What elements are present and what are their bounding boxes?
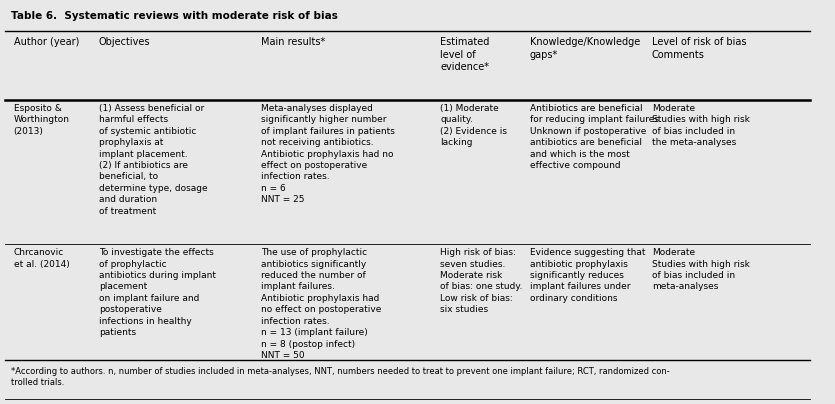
- Text: Moderate
Studies with high risk
of bias included in
meta-analyses: Moderate Studies with high risk of bias …: [651, 248, 750, 292]
- Text: Moderate
Studies with high risk
of bias included in
the meta-analyses: Moderate Studies with high risk of bias …: [651, 104, 750, 147]
- Text: Level of risk of bias
Comments: Level of risk of bias Comments: [651, 38, 746, 60]
- Text: Evidence suggesting that
antibiotic prophylaxis
significantly reduces
implant fa: Evidence suggesting that antibiotic prop…: [529, 248, 645, 303]
- Text: (1) Moderate
quality.
(2) Evidence is
lacking: (1) Moderate quality. (2) Evidence is la…: [440, 104, 508, 147]
- Text: High risk of bias:
seven studies.
Moderate risk
of bias: one study.
Low risk of : High risk of bias: seven studies. Modera…: [440, 248, 523, 314]
- Text: Meta-analyses displayed
significantly higher number
of implant failures in patie: Meta-analyses displayed significantly hi…: [261, 104, 395, 204]
- Text: Chrcanovic
et al. (2014): Chrcanovic et al. (2014): [13, 248, 69, 269]
- Text: Estimated
level of
evidence*: Estimated level of evidence*: [440, 38, 489, 72]
- Text: Esposito &
Worthington
(2013): Esposito & Worthington (2013): [13, 104, 69, 136]
- Text: Antibiotics are beneficial
for reducing implant failures.
Unknown if postoperati: Antibiotics are beneficial for reducing …: [529, 104, 661, 170]
- Text: *According to authors. n, number of studies included in meta-analyses, NNT, numb: *According to authors. n, number of stud…: [11, 366, 670, 387]
- Text: Author (year): Author (year): [13, 38, 79, 48]
- Text: Table 6.  Systematic reviews with moderate risk of bias: Table 6. Systematic reviews with moderat…: [11, 11, 338, 21]
- Text: Objectives: Objectives: [99, 38, 150, 48]
- Text: To investigate the effects
of prophylactic
antibiotics during implant
placement
: To investigate the effects of prophylact…: [99, 248, 216, 337]
- Text: Main results*: Main results*: [261, 38, 326, 48]
- Text: The use of prophylactic
antibiotics significantly
reduced the number of
implant : The use of prophylactic antibiotics sign…: [261, 248, 382, 360]
- Text: (1) Assess beneficial or
harmful effects
of systemic antibiotic
prophylaxis at
i: (1) Assess beneficial or harmful effects…: [99, 104, 208, 216]
- Text: Knowledge/Knowledge
gaps*: Knowledge/Knowledge gaps*: [529, 38, 640, 60]
